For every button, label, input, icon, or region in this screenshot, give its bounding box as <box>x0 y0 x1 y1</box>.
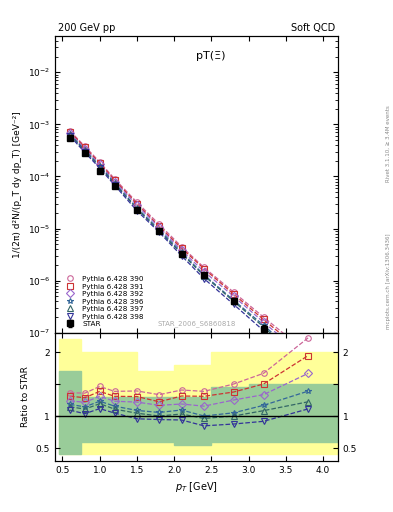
Pythia 6.428 391 <box>97 160 102 166</box>
Bar <box>174 397 211 445</box>
Y-axis label: Ratio to STAR: Ratio to STAR <box>21 367 30 427</box>
Bar <box>249 352 338 455</box>
Pythia 6.428 391 <box>112 177 117 183</box>
Pythia 6.428 392 <box>261 319 266 325</box>
Pythia 6.428 396 <box>97 163 102 169</box>
Pythia 6.428 398 <box>97 165 102 171</box>
Pythia 6.428 398 <box>261 328 266 334</box>
Bar <box>59 371 81 455</box>
Pythia 6.428 390 <box>261 314 266 320</box>
Pythia 6.428 397 <box>261 324 266 330</box>
Text: pT(Ξ): pT(Ξ) <box>196 51 226 61</box>
Pythia 6.428 398 <box>306 366 310 372</box>
Line: Pythia 6.428 391: Pythia 6.428 391 <box>67 129 311 359</box>
Pythia 6.428 392 <box>231 293 236 300</box>
Pythia 6.428 390 <box>306 350 310 356</box>
Pythia 6.428 396 <box>83 147 87 153</box>
Pythia 6.428 397 <box>134 206 139 212</box>
Pythia 6.428 392 <box>157 224 162 230</box>
Text: Soft QCD: Soft QCD <box>291 23 335 33</box>
Pythia 6.428 398 <box>231 302 236 308</box>
Pythia 6.428 397 <box>68 132 72 138</box>
Pythia 6.428 391 <box>134 201 139 207</box>
Pythia 6.428 398 <box>112 182 117 188</box>
Pythia 6.428 391 <box>231 291 236 297</box>
Pythia 6.428 392 <box>68 130 72 136</box>
Line: Pythia 6.428 397: Pythia 6.428 397 <box>67 132 311 370</box>
Pythia 6.428 396 <box>231 297 236 304</box>
Pythia 6.428 396 <box>112 180 117 186</box>
Line: Pythia 6.428 396: Pythia 6.428 396 <box>67 132 311 367</box>
Pythia 6.428 397 <box>179 250 184 257</box>
Pythia 6.428 392 <box>83 146 87 152</box>
Text: STAR_2006_S6860818: STAR_2006_S6860818 <box>157 320 236 327</box>
Pythia 6.428 392 <box>112 179 117 185</box>
Pythia 6.428 396 <box>179 249 184 255</box>
Bar <box>249 384 338 441</box>
Pythia 6.428 398 <box>68 133 72 139</box>
Pythia 6.428 390 <box>134 199 139 205</box>
Pythia 6.428 398 <box>83 150 87 156</box>
Pythia 6.428 390 <box>231 289 236 295</box>
Pythia 6.428 397 <box>83 148 87 154</box>
Pythia 6.428 397 <box>202 272 206 279</box>
Line: Pythia 6.428 392: Pythia 6.428 392 <box>67 131 311 363</box>
Bar <box>59 339 81 455</box>
Pythia 6.428 391 <box>68 129 72 135</box>
Pythia 6.428 391 <box>261 316 266 323</box>
Pythia 6.428 397 <box>112 181 117 187</box>
Line: Pythia 6.428 390: Pythia 6.428 390 <box>67 128 311 356</box>
Pythia 6.428 398 <box>179 253 184 259</box>
Pythia 6.428 398 <box>202 275 206 282</box>
Text: 200 GeV pp: 200 GeV pp <box>58 23 115 33</box>
Legend: Pythia 6.428 390, Pythia 6.428 391, Pythia 6.428 392, Pythia 6.428 396, Pythia 6: Pythia 6.428 390, Pythia 6.428 391, Pyth… <box>59 274 146 329</box>
Pythia 6.428 397 <box>97 163 102 169</box>
Bar <box>137 371 174 455</box>
Pythia 6.428 397 <box>306 364 310 370</box>
Bar <box>137 397 174 441</box>
Pythia 6.428 390 <box>97 159 102 165</box>
Bar <box>174 365 211 455</box>
Pythia 6.428 392 <box>97 161 102 167</box>
Pythia 6.428 396 <box>157 227 162 233</box>
Pythia 6.428 392 <box>202 268 206 274</box>
Pythia 6.428 390 <box>179 244 184 250</box>
Pythia 6.428 390 <box>68 128 72 134</box>
Pythia 6.428 397 <box>231 298 236 305</box>
Pythia 6.428 390 <box>157 221 162 227</box>
Y-axis label: 1/(2π) d²N/(p_T dy dp_T) [GeV⁻²]: 1/(2π) d²N/(p_T dy dp_T) [GeV⁻²] <box>13 111 22 258</box>
Pythia 6.428 398 <box>157 229 162 236</box>
Pythia 6.428 391 <box>83 144 87 151</box>
Text: mcplots.cern.ch [arXiv:1306.3436]: mcplots.cern.ch [arXiv:1306.3436] <box>386 234 391 329</box>
Bar <box>211 387 249 441</box>
Pythia 6.428 396 <box>261 322 266 328</box>
Pythia 6.428 390 <box>112 176 117 182</box>
Line: Pythia 6.428 398: Pythia 6.428 398 <box>67 133 311 372</box>
Pythia 6.428 396 <box>134 205 139 211</box>
Pythia 6.428 396 <box>202 272 206 278</box>
Text: Rivet 3.1.10, ≥ 3.4M events: Rivet 3.1.10, ≥ 3.4M events <box>386 105 391 182</box>
Pythia 6.428 392 <box>179 247 184 253</box>
Pythia 6.428 390 <box>83 143 87 150</box>
Pythia 6.428 392 <box>134 202 139 208</box>
Pythia 6.428 391 <box>179 245 184 251</box>
Bar <box>81 352 137 455</box>
Pythia 6.428 398 <box>134 208 139 214</box>
Pythia 6.428 391 <box>157 223 162 229</box>
Pythia 6.428 396 <box>68 131 72 137</box>
Pythia 6.428 397 <box>157 228 162 234</box>
Pythia 6.428 391 <box>202 266 206 272</box>
Bar <box>81 397 137 441</box>
Pythia 6.428 390 <box>202 264 206 270</box>
Pythia 6.428 396 <box>306 361 310 367</box>
X-axis label: $p_T$ [GeV]: $p_T$ [GeV] <box>175 480 218 494</box>
Bar <box>211 352 249 455</box>
Pythia 6.428 391 <box>306 353 310 359</box>
Pythia 6.428 392 <box>306 357 310 363</box>
